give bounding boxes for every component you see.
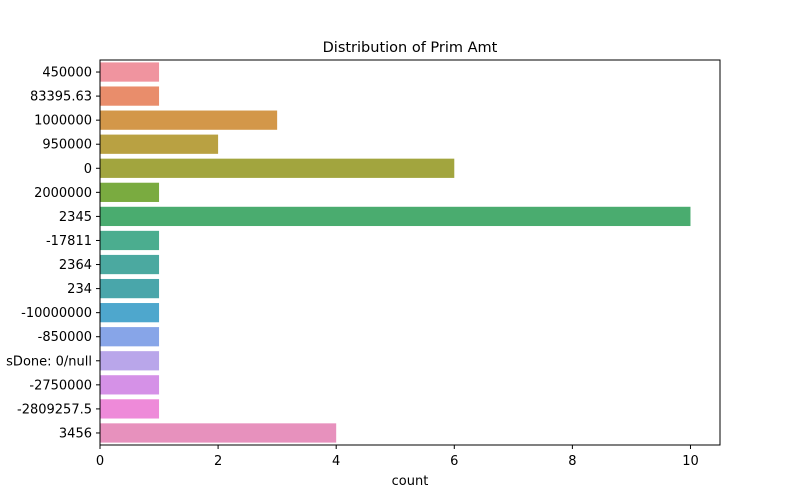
y-tick-label: 2000000 bbox=[34, 186, 92, 201]
bar-6 bbox=[100, 206, 691, 227]
y-tick-label: 450000 bbox=[42, 66, 92, 81]
bar-15 bbox=[100, 423, 337, 443]
bar-0 bbox=[100, 62, 160, 82]
bar-10 bbox=[100, 303, 160, 323]
y-tick-label: sDone: 0/null bbox=[6, 354, 92, 369]
y-tick-label: -2750000 bbox=[29, 378, 92, 393]
y-tick-label: -2809257.5 bbox=[17, 402, 92, 417]
bar-3 bbox=[100, 134, 219, 154]
x-tick-label: 10 bbox=[682, 454, 699, 469]
bar-4 bbox=[100, 158, 455, 178]
x-tick-label: 8 bbox=[568, 454, 576, 469]
chart-title: Distribution of Prim Amt bbox=[323, 40, 498, 56]
bar-7 bbox=[100, 230, 160, 251]
y-tick-label: 83395.63 bbox=[30, 90, 92, 105]
x-tick-label: 4 bbox=[332, 454, 340, 469]
y-tick-label: 2345 bbox=[59, 210, 92, 225]
y-tick-label: -10000000 bbox=[21, 306, 92, 321]
y-tick-label: 0 bbox=[84, 162, 92, 177]
x-tick-label: 6 bbox=[450, 454, 458, 469]
y-axis: 450000 83395.63 1000000 950000 0 2000000 2345 -… bbox=[6, 66, 100, 441]
x-axis-label: count bbox=[392, 474, 429, 489]
bars-group bbox=[100, 62, 691, 443]
bar-14 bbox=[100, 399, 160, 419]
y-tick-label: 950000 bbox=[42, 138, 92, 153]
x-tick-label: 0 bbox=[96, 454, 104, 469]
y-tick-label: -17811 bbox=[46, 234, 92, 249]
x-axis: 0 2 4 6 8 10 bbox=[96, 445, 699, 469]
bar-12 bbox=[100, 351, 160, 371]
y-tick-label: -850000 bbox=[38, 330, 92, 345]
bar-8 bbox=[100, 254, 160, 275]
bar-2 bbox=[100, 110, 278, 130]
bar-13 bbox=[100, 375, 160, 395]
y-tick-label: 2364 bbox=[59, 258, 92, 273]
bar-11 bbox=[100, 327, 160, 347]
plot-frame bbox=[99, 59, 721, 446]
x-tick-label: 2 bbox=[214, 454, 222, 469]
bar-5 bbox=[100, 182, 160, 202]
y-tick-label: 3456 bbox=[59, 426, 92, 441]
bar-9 bbox=[100, 278, 160, 299]
y-tick-label: 1000000 bbox=[34, 114, 92, 129]
bar-1 bbox=[100, 86, 160, 106]
y-tick-label: 234 bbox=[67, 282, 92, 297]
